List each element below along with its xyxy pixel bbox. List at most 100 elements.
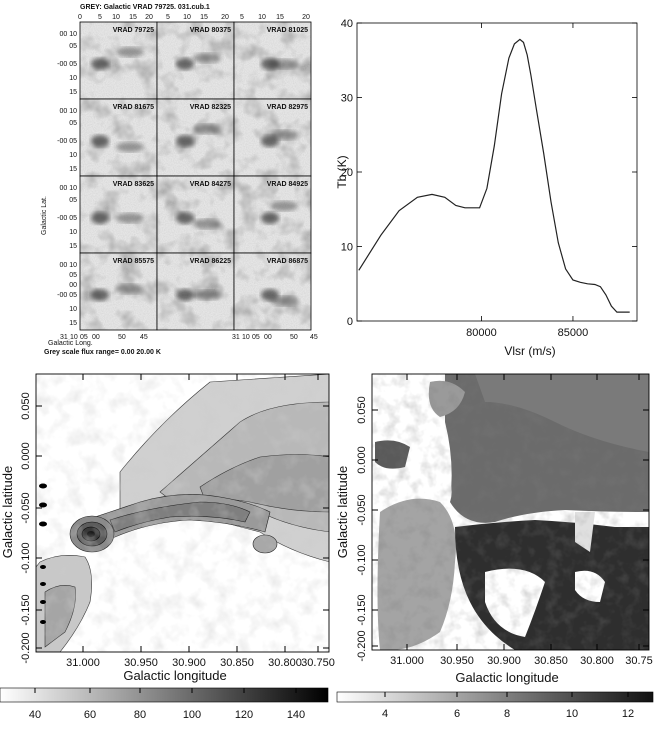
lat-tick-label: 15 — [69, 243, 77, 250]
lat-tick-label: 10 — [69, 306, 77, 313]
channel-map-cell: VRAD 85575 — [79, 252, 158, 331]
channel-map-cell: VRAD 86875 — [233, 252, 312, 331]
channel-label: VRAD 80375 — [190, 27, 231, 34]
x-tick-label: 30.950 — [124, 657, 158, 669]
channel-maps-footer: Grey scale flux range= 0.00 20.00 K — [44, 349, 161, 356]
top-tick-label: 20 — [221, 14, 229, 21]
y-tick-label: 0.050 — [356, 396, 368, 424]
y-tick-label: 20 — [341, 167, 353, 179]
bottom-tick-label: 31 — [60, 334, 68, 341]
y-tick-label: -0.050 — [356, 494, 368, 525]
x-tick-label: 30.900 — [487, 655, 521, 667]
x-tick-label: 31.000 — [66, 657, 100, 669]
lat-tick-label: 10 — [69, 152, 77, 159]
velocity-map-ylabel: Galactic latitude — [335, 466, 350, 559]
x-tick-label: 30.750 — [301, 657, 335, 669]
top-tick-label: 5 — [98, 14, 102, 21]
y-tick-label: 0.000 — [356, 446, 368, 474]
bottom-tick-label: 50 — [118, 334, 126, 341]
colorbar-tick-label: 40 — [29, 709, 41, 721]
bottom-tick-label: 31 — [232, 334, 240, 341]
y-tick-label: -0.200 — [20, 632, 32, 663]
channel-label: VRAD 85575 — [113, 258, 154, 265]
top-tick-label: 15 — [129, 14, 137, 21]
spectrum-line — [358, 38, 630, 313]
channel-map-cell: VRAD 84275 — [156, 175, 235, 254]
velocity-map-panel: 0.050 0.000 -0.050 -0.100 -0.150 -0.200 31.000… — [335, 362, 654, 724]
x-tick-label: 30.75 — [625, 655, 653, 667]
x-tick-label: 80000 — [466, 327, 497, 339]
y-tick-label: 0.050 — [20, 392, 32, 420]
top-tick-label: 10 — [258, 14, 266, 21]
lat-tick-label: 00 — [69, 282, 77, 289]
integrated-map-image — [36, 374, 329, 652]
y-tick-label: 30 — [341, 93, 353, 105]
spectrum-plot-frame — [356, 22, 638, 322]
spectrum-chart: 0 10 20 30 40 80000 85000 Vlsr (m/s) Tb (K) — [335, 18, 638, 358]
channel-map-cell: VRAD 82325 — [156, 98, 235, 177]
colorbar-tick-label: 80 — [134, 709, 146, 721]
colorbar-tick-label: 6 — [454, 708, 460, 720]
top-tick-label: 20 — [145, 14, 153, 21]
lat-tick-label: -00 05 — [57, 61, 77, 68]
y-tick-label: 10 — [341, 242, 353, 254]
integrated-map-frame — [35, 373, 330, 653]
channel-map-cell: VRAD 86225 — [156, 252, 235, 331]
bottom-tick-label: 05 — [80, 334, 88, 341]
channel-label: VRAD 81675 — [113, 104, 154, 111]
lat-tick-label: 05 — [69, 43, 77, 50]
bottom-tick-label: 45 — [140, 334, 148, 341]
lat-tick-label: 00 10 — [59, 185, 77, 192]
top-tick-label: 10 — [112, 14, 120, 21]
channel-map-cell: VRAD 81025 — [233, 21, 312, 100]
spectrum-panel: 0 10 20 30 40 80000 85000 Vlsr (m/s) Tb (K) — [330, 0, 654, 360]
top-tick-label: 15 — [200, 14, 208, 21]
colorbar-tick-label: 60 — [84, 709, 96, 721]
channel-label: VRAD 84275 — [190, 181, 231, 188]
lat-tick-label: 10 — [69, 229, 77, 236]
channel-map-cell: VRAD 79725 — [79, 21, 158, 100]
lat-tick-label: 05 — [69, 272, 77, 279]
lat-tick-label: 15 — [69, 166, 77, 173]
velocity-map-image — [372, 374, 649, 650]
lat-tick-label: 00 10 — [59, 108, 77, 115]
y-tick-label: -0.050 — [20, 492, 32, 523]
channel-map-cell: VRAD 81675 — [79, 98, 158, 177]
channel-label: VRAD 82975 — [267, 104, 308, 111]
bottom-tick-label: 05 — [252, 334, 260, 341]
velocity-map-frame — [371, 373, 650, 651]
top-tick-label: 10 — [183, 14, 191, 21]
top-tick-label: 0 — [78, 14, 82, 21]
colorbar-tick-label: 12 — [622, 708, 634, 720]
channel-label: VRAD 79725 — [113, 27, 154, 34]
channel-map-cell: VRAD 82975 — [233, 98, 312, 177]
colorbar-tick-label: 10 — [566, 708, 578, 720]
colorbar-tick-label: 140 — [287, 709, 305, 721]
x-tick-label: 30.900 — [172, 657, 206, 669]
top-tick-label: 20 — [302, 14, 310, 21]
channel-maps-xlabel: Galactic Long. — [48, 340, 93, 347]
y-tick-label: -0.100 — [356, 544, 368, 575]
top-tick-label: 5 — [240, 14, 244, 21]
top-tick-label: 15 — [276, 14, 284, 21]
lat-tick-label: 15 — [69, 320, 77, 327]
colorbar-tick-label: 100 — [183, 709, 201, 721]
y-tick-label: 0 — [347, 316, 353, 328]
lat-tick-label: 15 — [69, 89, 77, 96]
colorbar-tick-label: 4 — [382, 708, 388, 720]
velocity-map-xlabel: Galactic longitude — [455, 670, 558, 685]
bottom-tick-label: 00 — [264, 334, 272, 341]
channel-label: VRAD 82325 — [190, 104, 231, 111]
top-tick-labels: 0 5 10 15 20 5 10 15 20 5 10 15 20 — [78, 14, 310, 21]
y-tick-label: -0.200 — [356, 630, 368, 661]
top-tick-label: 5 — [166, 14, 170, 21]
x-tick-label: 30.850 — [220, 657, 254, 669]
bottom-tick-label: 50 — [290, 334, 298, 341]
lat-tick-label: 00 10 — [59, 31, 77, 38]
channel-label: VRAD 83625 — [113, 181, 154, 188]
lat-tick-label: 10 — [69, 75, 77, 82]
colorbar-tick-label: 120 — [235, 709, 253, 721]
y-tick-label: -0.150 — [356, 594, 368, 625]
